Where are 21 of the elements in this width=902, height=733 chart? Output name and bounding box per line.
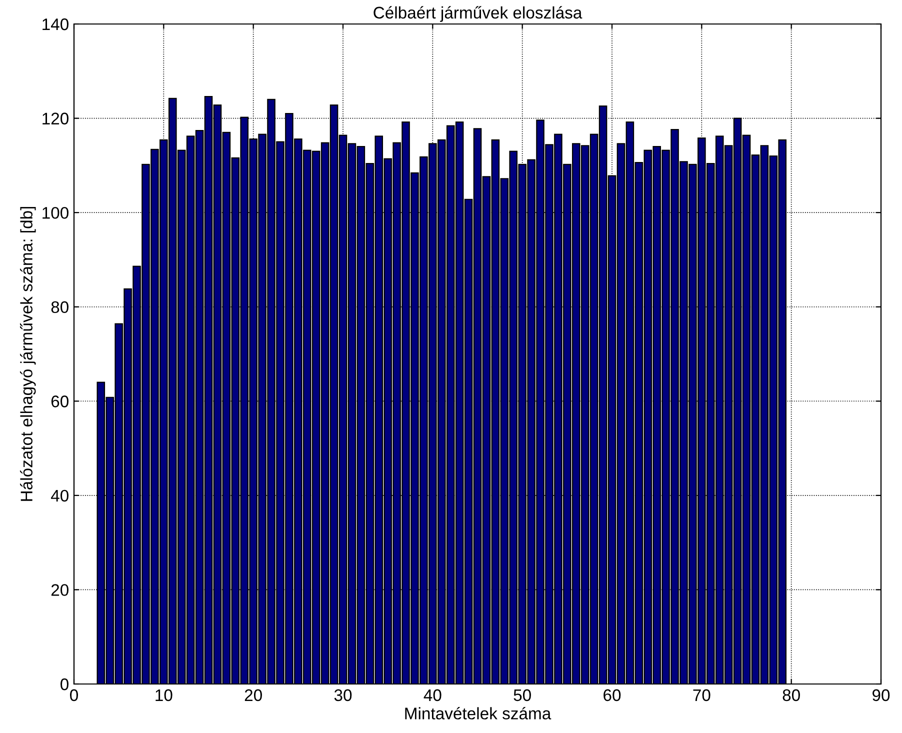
y-tick-label: 120 bbox=[42, 112, 68, 124]
chart-title: Célbaért járművek eloszlása bbox=[374, 6, 582, 22]
y-tick-label: 40 bbox=[50, 490, 68, 502]
x-tick-label: 10 bbox=[156, 689, 172, 702]
x-tick-label: 90 bbox=[872, 689, 890, 702]
y-tick-label: 140 bbox=[42, 18, 68, 30]
y-tick-label: 60 bbox=[51, 396, 68, 408]
x-tick-label: 60 bbox=[604, 689, 621, 702]
x-tick-label: 50 bbox=[514, 689, 531, 702]
x-tick-label: 40 bbox=[424, 689, 442, 702]
x-tick-label: 80 bbox=[782, 689, 800, 702]
y-tick-label: 100 bbox=[42, 206, 68, 219]
y-tick-label: 80 bbox=[51, 301, 68, 314]
x-tick-label: 0 bbox=[70, 689, 78, 702]
x-axis-title: Mintavételek száma bbox=[405, 706, 552, 720]
y-tick-label: 20 bbox=[51, 584, 68, 596]
x-tick-label: 30 bbox=[334, 689, 352, 702]
x-tick-label: 70 bbox=[693, 689, 710, 702]
y-axis-title: Hálózatot elhagyó járművek száma: [db] bbox=[20, 206, 36, 501]
x-tick-label: 20 bbox=[244, 689, 262, 702]
y-tick-label: 0 bbox=[60, 678, 68, 690]
